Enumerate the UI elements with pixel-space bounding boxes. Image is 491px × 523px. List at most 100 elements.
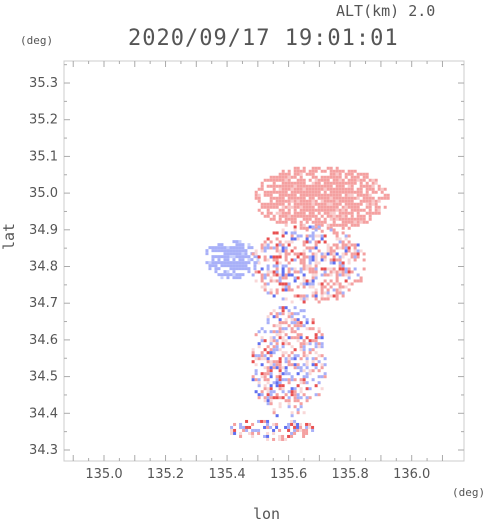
field-cell	[293, 175, 297, 179]
field-cell	[260, 211, 264, 215]
field-cell	[329, 175, 333, 179]
field-cell	[326, 243, 330, 247]
field-cell	[338, 208, 342, 212]
field-cell	[260, 363, 264, 367]
field-cell	[359, 199, 363, 203]
field-cell	[314, 228, 318, 232]
field-cell	[323, 211, 327, 215]
field-cell	[332, 261, 336, 265]
field-cell	[281, 270, 285, 274]
field-cell	[269, 396, 273, 400]
field-cell	[278, 405, 282, 409]
field-cell	[362, 267, 366, 271]
field-cell	[308, 339, 312, 343]
field-cell	[275, 249, 279, 253]
field-cell	[311, 285, 315, 289]
field-cell	[359, 187, 363, 191]
field-cell	[248, 425, 252, 429]
field-cell	[338, 196, 342, 200]
field-cell	[314, 246, 318, 250]
field-cell	[344, 190, 348, 194]
field-cell	[299, 425, 303, 429]
field-cell	[269, 393, 273, 397]
field-cell	[302, 309, 306, 313]
field-cell	[317, 240, 321, 244]
field-cell	[266, 243, 270, 247]
field-cell	[287, 193, 291, 197]
field-cell	[296, 324, 300, 328]
field-cell	[254, 249, 258, 253]
field-cell	[341, 285, 345, 289]
field-cell	[323, 217, 327, 221]
x-tick-label: 135.2	[147, 467, 184, 482]
field-cell	[278, 178, 282, 182]
field-cell	[223, 270, 227, 274]
field-cell	[320, 169, 324, 173]
field-cell	[302, 255, 306, 259]
field-cell	[299, 175, 303, 179]
field-cell	[305, 318, 309, 322]
field-cell	[332, 255, 336, 259]
field-cell	[302, 226, 306, 230]
field-cell	[299, 366, 303, 370]
field-cell	[278, 318, 282, 322]
field-cell	[278, 428, 282, 432]
field-cell	[347, 220, 351, 224]
field-cell	[317, 300, 321, 304]
field-cell	[266, 315, 270, 319]
field-cell	[278, 249, 282, 253]
field-cell	[308, 270, 312, 274]
field-cell	[257, 419, 261, 423]
field-cell	[320, 336, 324, 340]
field-cell	[302, 428, 306, 432]
field-cell	[359, 279, 363, 283]
field-cell	[344, 214, 348, 218]
field-cell	[326, 178, 330, 182]
field-cell	[350, 214, 354, 218]
field-cell	[326, 291, 330, 295]
field-cell	[356, 214, 360, 218]
field-cell	[281, 354, 285, 358]
field-cell	[356, 205, 360, 209]
field-cell	[287, 208, 291, 212]
field-cell	[284, 172, 288, 176]
field-cell	[299, 226, 303, 230]
field-cell	[302, 193, 306, 197]
field-cell	[335, 270, 339, 274]
field-cell	[235, 276, 239, 280]
field-cell	[266, 211, 270, 215]
field-cell	[281, 330, 285, 334]
field-cell	[302, 166, 306, 170]
field-cell	[308, 205, 312, 209]
field-cell	[241, 246, 245, 250]
field-cell	[263, 330, 267, 334]
field-cell	[284, 220, 288, 224]
field-cell	[263, 366, 267, 370]
field-cell	[290, 217, 294, 221]
field-cell	[311, 348, 315, 352]
field-cell	[302, 354, 306, 358]
field-cell	[341, 255, 345, 259]
field-cell	[356, 255, 360, 259]
field-cell	[329, 267, 333, 271]
field-cell	[272, 255, 276, 259]
field-cell	[229, 252, 233, 256]
field-cell	[299, 202, 303, 206]
field-cell	[269, 366, 273, 370]
field-cell	[323, 252, 327, 256]
field-cell	[284, 321, 288, 325]
field-cell	[284, 399, 288, 403]
field-cell	[232, 276, 236, 280]
field-cell	[317, 282, 321, 286]
field-cell	[338, 181, 342, 185]
field-cell	[299, 381, 303, 385]
field-cell	[251, 428, 255, 432]
field-cell	[266, 360, 270, 364]
field-cell	[293, 190, 297, 194]
field-cell	[311, 193, 315, 197]
field-cell	[269, 190, 273, 194]
field-cell	[275, 270, 279, 274]
field-cell	[290, 288, 294, 292]
field-cell	[362, 220, 366, 224]
field-cell	[335, 178, 339, 182]
